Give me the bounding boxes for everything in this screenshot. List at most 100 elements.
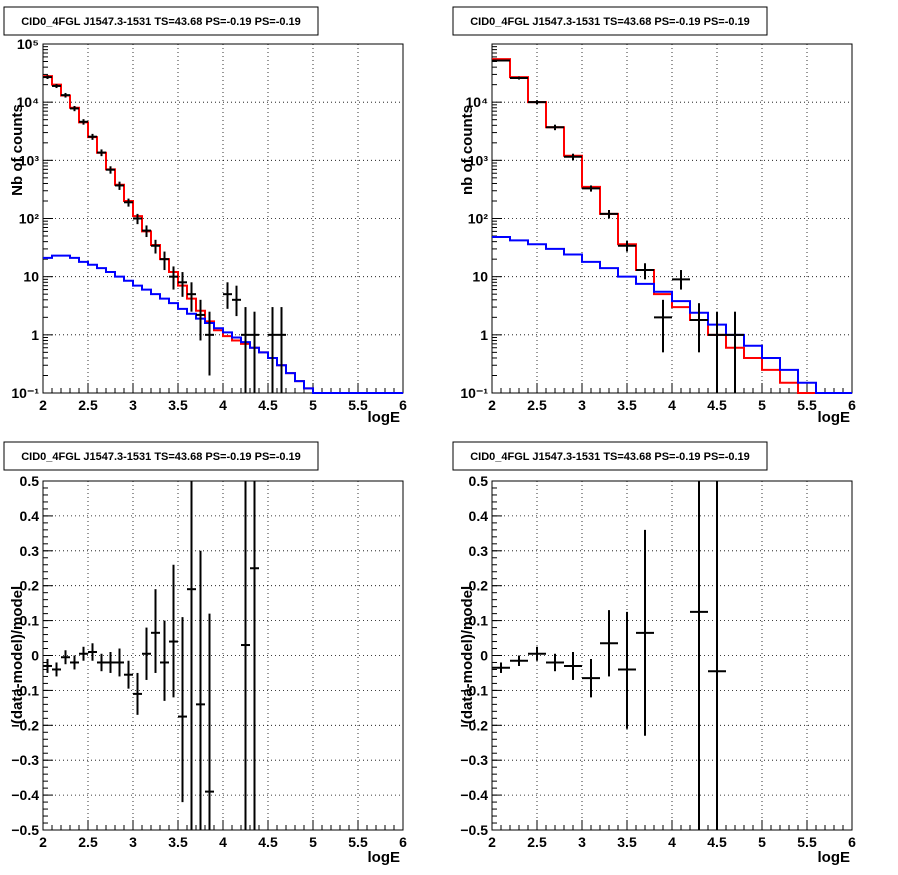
x-tick-label: 3.5 <box>168 397 188 413</box>
plot-area: 2 2.5 3 3.5 4 4.5 5 5.5 6 −0.5 −0.4 −0.3 −0.2 −0.1 0 0.… <box>11 473 407 850</box>
y-axis-label: (data-model)/model <box>9 586 26 724</box>
x-tick-label: 3.5 <box>617 834 637 850</box>
x-tick-label: 4.5 <box>707 397 727 413</box>
panel-title: CID0_4FGL J1547.3-1531 TS=43.68 PS=-0.19… <box>21 451 301 463</box>
x-tick-label: 3 <box>578 397 586 413</box>
y-tick-label: 10 <box>472 269 488 285</box>
x-tick-label: 2.5 <box>527 834 547 850</box>
series-total-model <box>43 75 403 394</box>
y-tick-label: 0.3 <box>469 543 489 559</box>
y-axis-label: Nb of counts <box>9 104 26 196</box>
y-tick-label: 0 <box>31 648 39 664</box>
x-tick-label: 5 <box>758 834 766 850</box>
title-box <box>452 441 768 471</box>
x-tick-label: 5.5 <box>348 834 368 850</box>
x-tick-label: 4 <box>219 397 227 413</box>
y-tick-label: 1 <box>31 327 39 343</box>
y-tick-label: −0.1 <box>11 682 39 698</box>
y-tick-label: −0.3 <box>460 752 488 768</box>
panel-top-left: CID0_4FGL J1547.3-1531 TS=43.68 PS=-0.19… <box>3 6 407 426</box>
x-tick-label: 3 <box>129 397 137 413</box>
series-total-model <box>492 58 852 394</box>
y-tick-label: 0.4 <box>469 508 489 524</box>
panel-bottom-right: CID0_4FGL J1547.3-1531 TS=43.68 PS=-0.19… <box>452 441 856 866</box>
y-tick-label: 10⁻¹ <box>11 385 39 401</box>
panel-title: CID0_4FGL J1547.3-1531 TS=43.68 PS=-0.19… <box>470 16 750 28</box>
y-tick-label: 0 <box>480 648 488 664</box>
x-axis-label: logE <box>818 849 851 866</box>
y-tick-label: −0.1 <box>460 682 488 698</box>
x-axis-label: logE <box>818 409 851 426</box>
plot-area: 2 2.5 3 3.5 4 4.5 5 5.5 6 −0.5 −0.4 −0.3 −0.2 −0.1 0 0.… <box>460 473 856 850</box>
x-tick-label: 2 <box>39 397 47 413</box>
y-tick-label: 0.5 <box>469 473 489 489</box>
y-tick-label: 0.2 <box>20 578 40 594</box>
title-box <box>3 6 319 36</box>
x-tick-label: 4.5 <box>258 834 278 850</box>
panel-title: CID0_4FGL J1547.3-1531 TS=43.68 PS=-0.19… <box>21 16 301 28</box>
y-tick-label: 10³ <box>19 152 40 168</box>
x-tick-label: 5 <box>309 397 317 413</box>
x-tick-label: 6 <box>399 834 407 850</box>
title-box <box>452 6 768 36</box>
y-tick-label: −0.3 <box>11 752 39 768</box>
y-tick-label: 10³ <box>468 152 489 168</box>
y-tick-label: 0.1 <box>20 613 40 629</box>
x-tick-label: 5 <box>309 834 317 850</box>
x-tick-label: 2.5 <box>527 397 547 413</box>
y-tick-label: −0.4 <box>11 787 39 803</box>
x-tick-label: 4.5 <box>707 834 727 850</box>
x-tick-label: 5 <box>758 397 766 413</box>
x-axis-label: logE <box>368 409 401 426</box>
panel-title: CID0_4FGL J1547.3-1531 TS=43.68 PS=-0.19… <box>470 451 750 463</box>
x-tick-label: 2 <box>488 834 496 850</box>
x-tick-label: 4.5 <box>258 397 278 413</box>
x-tick-label: 2.5 <box>78 397 98 413</box>
y-axis-label: (data-model)/model <box>459 586 476 724</box>
y-tick-label: 10⁵ <box>17 36 39 52</box>
y-tick-label: 10⁴ <box>17 94 40 110</box>
y-tick-label: −0.2 <box>460 717 488 733</box>
y-tick-label: 10 <box>23 269 39 285</box>
x-tick-label: 2 <box>39 834 47 850</box>
y-tick-label: −0.4 <box>460 787 488 803</box>
y-axis-label: nb of counts <box>459 105 476 195</box>
y-tick-label: 10⁻¹ <box>460 385 488 401</box>
plot-area: 2 2.5 3 3.5 4 4.5 5 5.5 6 10⁻¹ 1 10 10² 10³ 10⁴ 10⁵ <box>11 36 407 413</box>
x-tick-label: 3.5 <box>168 834 188 850</box>
y-tick-label: 10² <box>19 211 40 227</box>
y-tick-label: 1 <box>480 327 488 343</box>
y-tick-label: 0.5 <box>20 473 40 489</box>
x-tick-label: 6 <box>399 397 407 413</box>
x-tick-label: 3 <box>578 834 586 850</box>
x-tick-label: 2.5 <box>78 834 98 850</box>
x-tick-label: 4 <box>668 397 676 413</box>
y-tick-label: 10⁴ <box>466 94 489 110</box>
plot-area: 2 2.5 3 3.5 4 4.5 5 5.5 6 10⁻¹ 1 10 10² 10³ 10⁴ <box>460 43 856 413</box>
y-tick-label: −0.2 <box>11 717 39 733</box>
series-background-model <box>43 254 403 394</box>
x-tick-label: 6 <box>848 834 856 850</box>
y-tick-label: 0.4 <box>20 508 40 524</box>
x-tick-label: 3.5 <box>617 397 637 413</box>
x-tick-label: 4 <box>219 834 227 850</box>
panel-top-right: CID0_4FGL J1547.3-1531 TS=43.68 PS=-0.19… <box>452 6 856 426</box>
x-tick-label: 4 <box>668 834 676 850</box>
y-tick-label: 0.2 <box>469 578 489 594</box>
y-tick-label: −0.5 <box>11 822 39 838</box>
x-axis-label: logE <box>368 849 401 866</box>
x-tick-label: 5.5 <box>797 834 817 850</box>
y-tick-label: 10² <box>468 211 489 227</box>
x-tick-label: 2 <box>488 397 496 413</box>
x-tick-label: 5.5 <box>797 397 817 413</box>
title-box <box>3 441 319 471</box>
panel-bottom-left: CID0_4FGL J1547.3-1531 TS=43.68 PS=-0.19… <box>3 441 407 866</box>
x-tick-label: 6 <box>848 397 856 413</box>
x-tick-label: 5.5 <box>348 397 368 413</box>
series-background-model <box>492 236 852 394</box>
x-tick-label: 3 <box>129 834 137 850</box>
y-tick-label: −0.5 <box>460 822 488 838</box>
y-tick-label: 0.1 <box>469 613 489 629</box>
y-tick-label: 0.3 <box>20 543 40 559</box>
